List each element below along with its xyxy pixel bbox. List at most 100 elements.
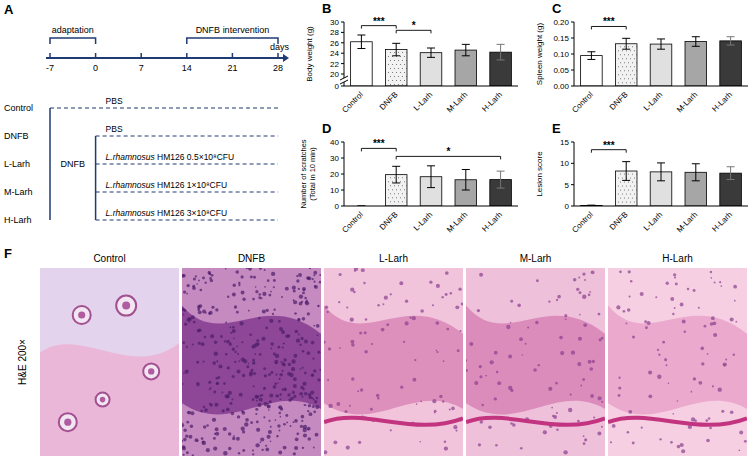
bar-pattern	[388, 56, 389, 57]
tick-mark	[277, 53, 279, 58]
marks	[581, 37, 742, 86]
column-header: H-Larh	[662, 253, 693, 264]
category-label: Control	[570, 210, 595, 235]
bar-pattern	[390, 76, 391, 77]
nucleus	[213, 391, 216, 394]
nucleus	[670, 297, 674, 301]
bar-pattern	[622, 186, 623, 187]
nucleus	[304, 297, 307, 300]
bar-pattern	[626, 202, 627, 203]
error-bar	[357, 35, 365, 49]
bar-pattern	[636, 182, 637, 183]
nucleus	[618, 377, 620, 379]
category-label: Control	[570, 90, 595, 115]
bar-pattern	[618, 66, 619, 67]
nucleus	[307, 427, 311, 431]
nucleus	[246, 268, 248, 269]
nucleus	[317, 351, 320, 354]
nucleus	[185, 370, 189, 374]
bar-pattern	[402, 76, 403, 77]
nucleus	[198, 342, 201, 345]
nucleus	[295, 437, 299, 441]
bar-pattern	[630, 82, 631, 83]
nucleus	[730, 410, 734, 414]
nucleus	[299, 392, 303, 396]
nucleus	[693, 377, 696, 380]
x-axis	[574, 86, 748, 87]
nucleus	[232, 329, 236, 333]
bar-pattern	[404, 64, 405, 65]
nucleus	[241, 290, 245, 294]
bar-pattern	[622, 194, 623, 195]
nucleus	[627, 431, 630, 434]
phase-bracket	[50, 38, 96, 44]
nucleus	[288, 363, 291, 366]
bar-pattern	[622, 58, 623, 59]
bar-pattern	[620, 78, 621, 79]
category-label: H-Larh	[710, 210, 734, 234]
nucleus	[672, 313, 674, 315]
nucleus	[293, 377, 297, 381]
nucleus	[232, 437, 235, 440]
nucleus	[313, 274, 315, 276]
nucleus	[564, 314, 567, 317]
bar-pattern	[634, 74, 635, 75]
nucleus	[582, 272, 585, 275]
bar-pattern	[398, 52, 399, 53]
tick-label: 20	[330, 70, 339, 79]
error-bar	[622, 38, 630, 49]
nucleus	[237, 353, 239, 355]
nucleus	[601, 401, 603, 403]
tick-mark	[341, 63, 344, 64]
tick-mark	[232, 53, 234, 58]
nucleus	[579, 314, 581, 316]
bar-pattern	[390, 201, 391, 202]
nucleus	[275, 394, 278, 397]
nucleus	[680, 303, 684, 307]
tick-mark	[571, 86, 574, 87]
nucleus	[251, 369, 254, 372]
category-label: Control	[340, 210, 365, 235]
nucleus	[206, 424, 209, 427]
stain-label: H&E 200×	[17, 339, 28, 385]
nucleus	[707, 353, 709, 355]
nucleus	[249, 373, 253, 377]
category-label: M-Larh	[445, 210, 469, 234]
tick-label: 10	[330, 186, 339, 195]
nucleus	[412, 378, 416, 382]
tick-label: 30	[330, 154, 339, 163]
phase-label: adaptation	[52, 25, 94, 35]
nucleus	[255, 413, 257, 415]
nucleus	[648, 370, 652, 374]
nucleus	[244, 422, 248, 426]
nucleus	[296, 432, 299, 435]
nucleus	[203, 406, 205, 408]
bar-pattern	[402, 193, 403, 194]
nucleus	[268, 420, 270, 422]
tick-mark	[341, 158, 344, 159]
bar-pattern	[406, 60, 407, 61]
bar-pattern	[632, 182, 633, 183]
column-header: Control	[93, 253, 125, 264]
tick-mark	[341, 74, 344, 75]
nucleus	[226, 340, 230, 344]
nucleus	[261, 449, 263, 451]
bar-pattern	[630, 66, 631, 67]
bar-pattern	[628, 70, 629, 71]
nucleus	[294, 419, 298, 423]
error-bar	[392, 43, 400, 55]
bar-pattern	[632, 54, 633, 55]
tick-mark	[341, 86, 344, 87]
nucleus	[283, 423, 286, 426]
bar-pattern	[636, 46, 637, 47]
tick-mark	[571, 142, 574, 143]
nucleus	[255, 443, 259, 447]
nucleus	[206, 448, 210, 452]
nucleus	[384, 296, 388, 300]
nucleus	[271, 272, 275, 276]
nucleus	[328, 404, 332, 408]
nucleus	[182, 440, 183, 442]
nucleus	[317, 378, 320, 381]
nucleus	[182, 446, 186, 450]
bar-pattern	[394, 185, 395, 186]
